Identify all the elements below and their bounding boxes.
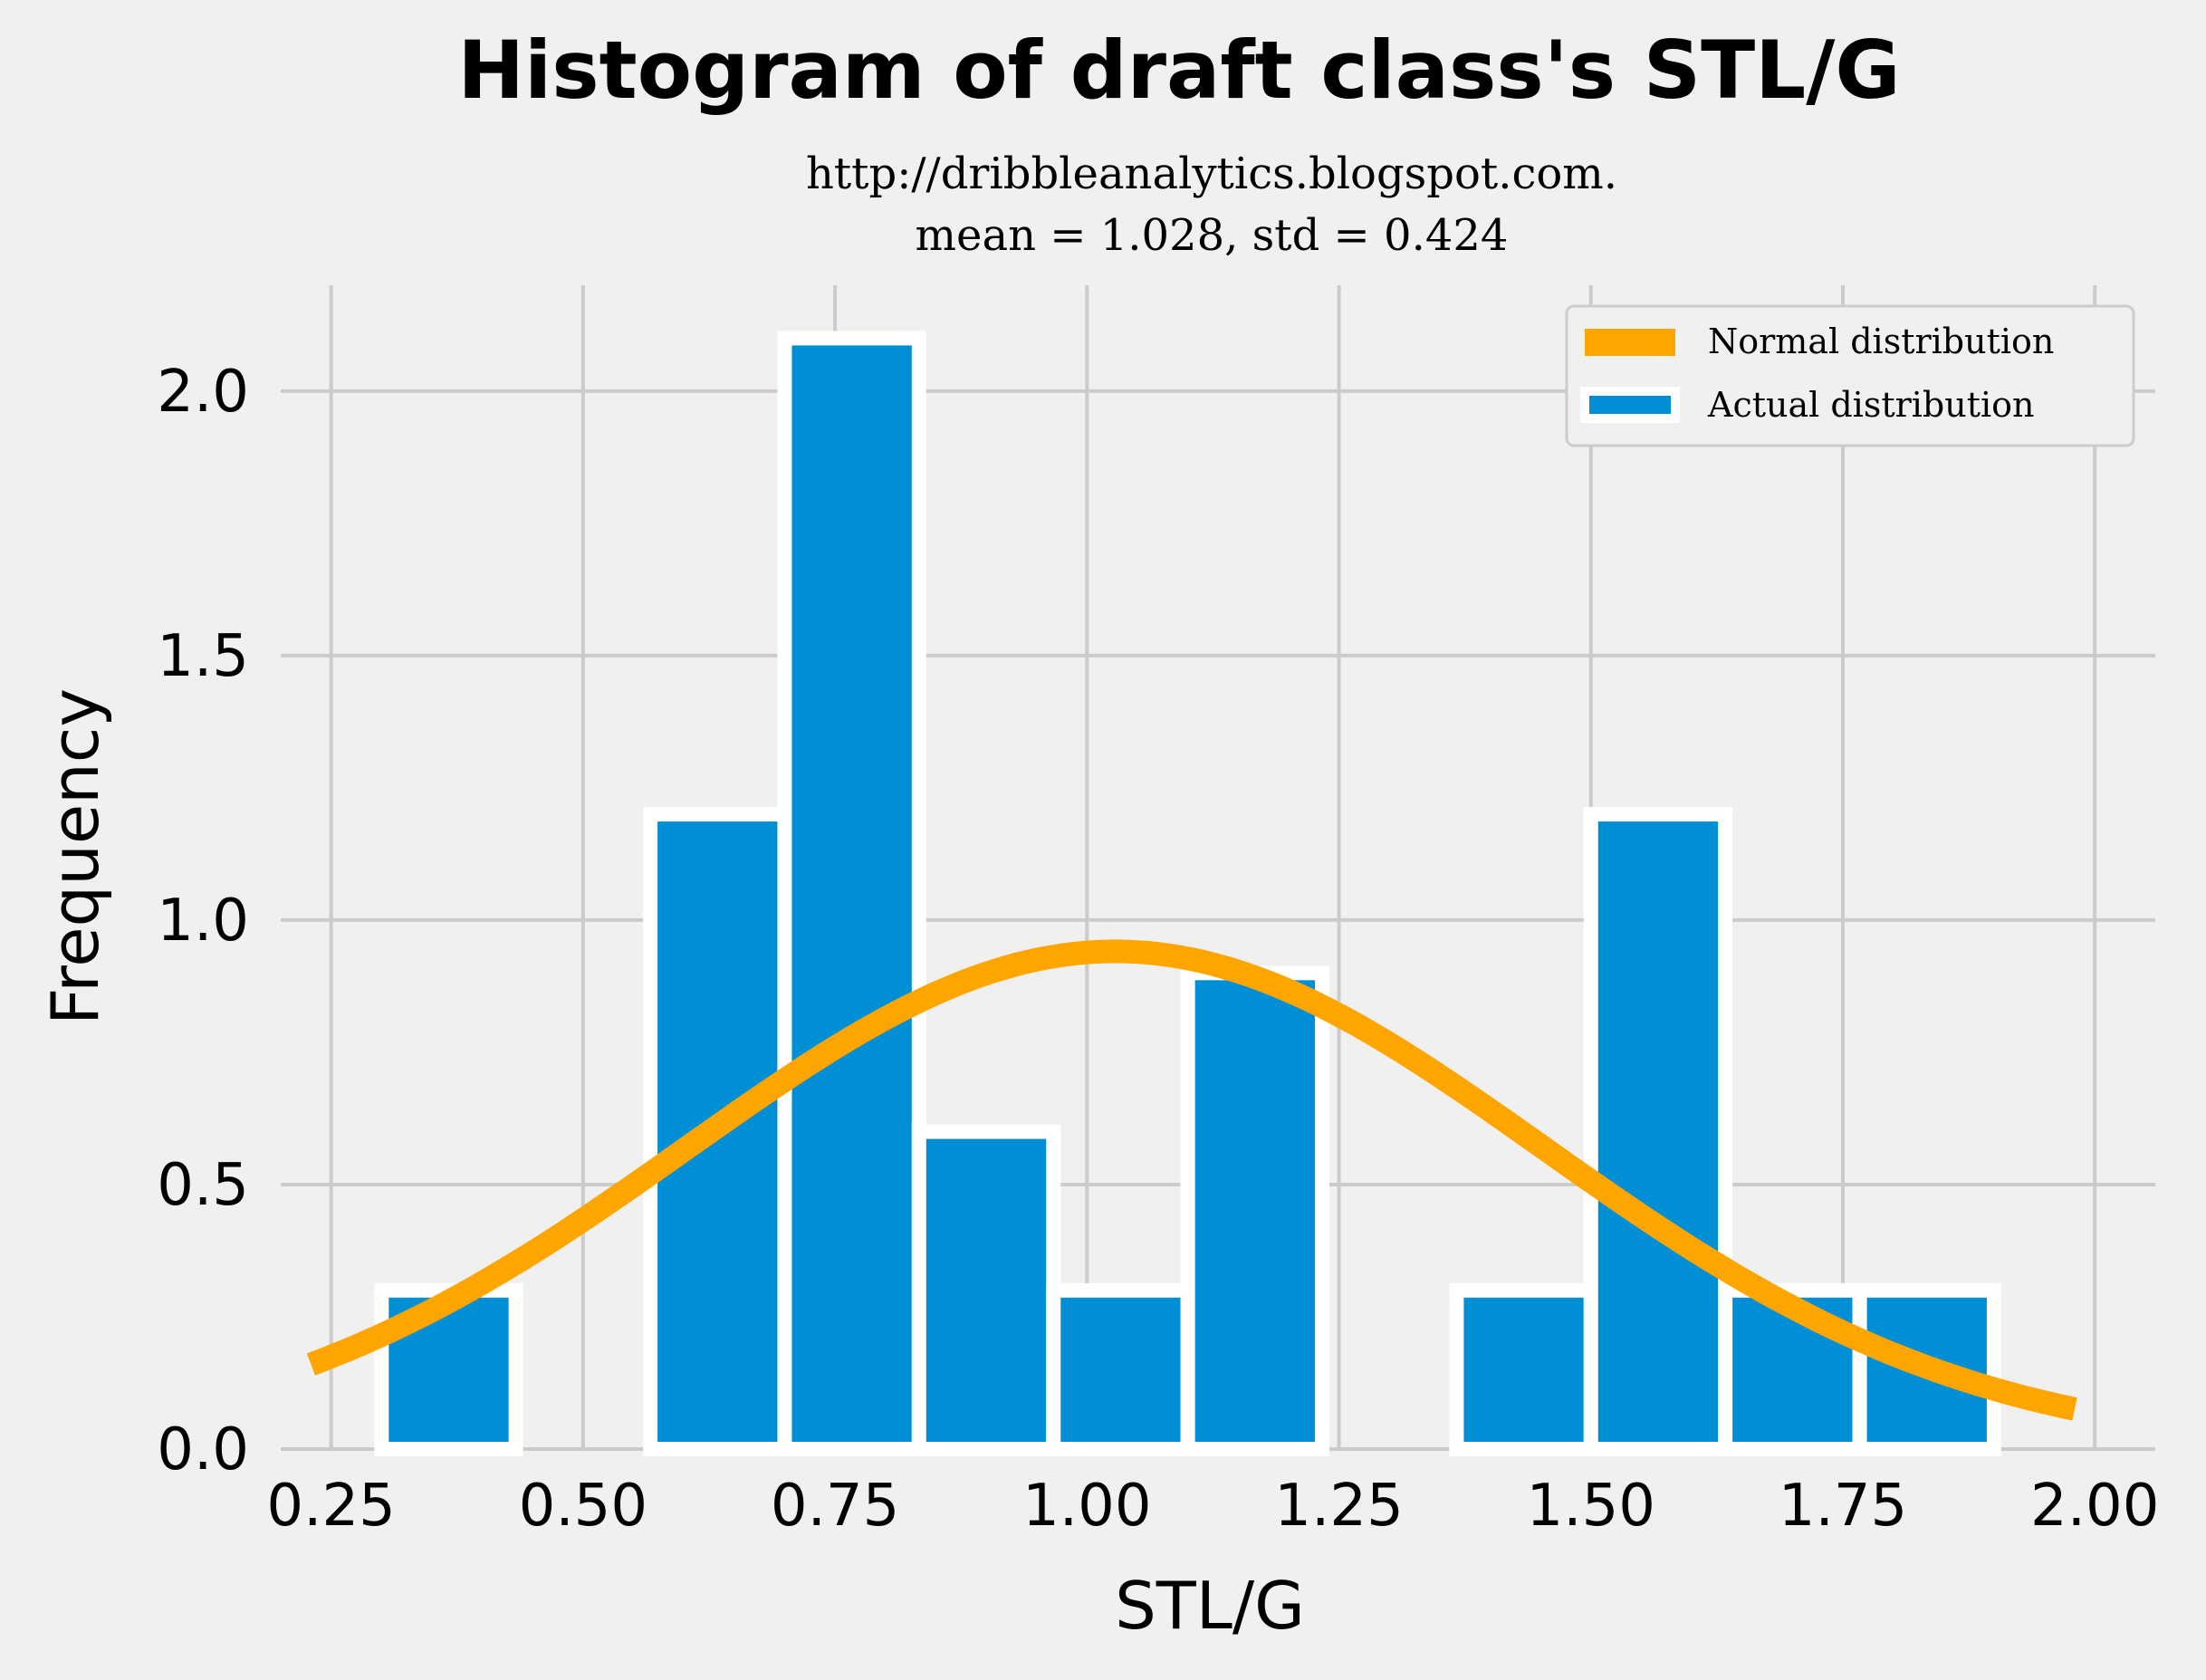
legend-label-actual: Actual distribution: [1707, 385, 2035, 425]
histogram-bar: [1583, 807, 1733, 1456]
legend-swatch-normal: [1585, 329, 1675, 356]
y-tick-label: 1.5: [157, 623, 249, 690]
x-tick-label: 1.75: [1779, 1473, 1908, 1540]
x-tick-label: 0.50: [519, 1473, 648, 1540]
chart-subtitle-stats: mean = 1.028, std = 0.424: [916, 210, 1509, 261]
legend-frame: [1565, 304, 2135, 447]
legend: Normal distribution Actual distribution: [1565, 304, 2135, 447]
histogram-bar: [1046, 1282, 1195, 1456]
x-tick-labels: 0.25 0.50 0.75 1.00 1.25 1.50 1.75 2.00: [266, 1473, 2159, 1540]
x-tick-label: 1.00: [1022, 1473, 1152, 1540]
y-tick-label: 0.5: [157, 1152, 249, 1219]
x-tick-label: 1.25: [1274, 1473, 1404, 1540]
y-tick-label: 0.0: [157, 1416, 249, 1483]
x-axis-label: STL/G: [1115, 1568, 1305, 1644]
normal-distribution-curve: [306, 939, 2077, 1421]
y-tick-label: 2.0: [157, 359, 249, 426]
histogram-bars: [374, 331, 2001, 1457]
legend-swatch-actual: [1580, 387, 1680, 423]
legend-label-normal: Normal distribution: [1708, 322, 2054, 361]
histogram-bar: [911, 1124, 1061, 1456]
histogram-bar: [1180, 965, 1329, 1457]
y-tick-labels: 0.0 0.5 1.0 1.5 2.0: [157, 359, 249, 1483]
x-tick-label: 2.00: [2030, 1473, 2160, 1540]
x-tick-label: 1.50: [1527, 1473, 1656, 1540]
chart-subtitle-source: http://dribbleanalytics.blogspot.com.: [806, 149, 1617, 199]
y-axis-label: Frequency: [37, 688, 113, 1025]
x-tick-label: 0.25: [266, 1473, 396, 1540]
histogram-bar: [777, 331, 926, 1457]
x-tick-label: 0.75: [771, 1473, 900, 1540]
chart-title: Histogram of draft class's STL/G: [457, 24, 1900, 117]
histogram-bar: [1449, 1282, 1598, 1456]
y-tick-label: 1.0: [157, 888, 249, 955]
